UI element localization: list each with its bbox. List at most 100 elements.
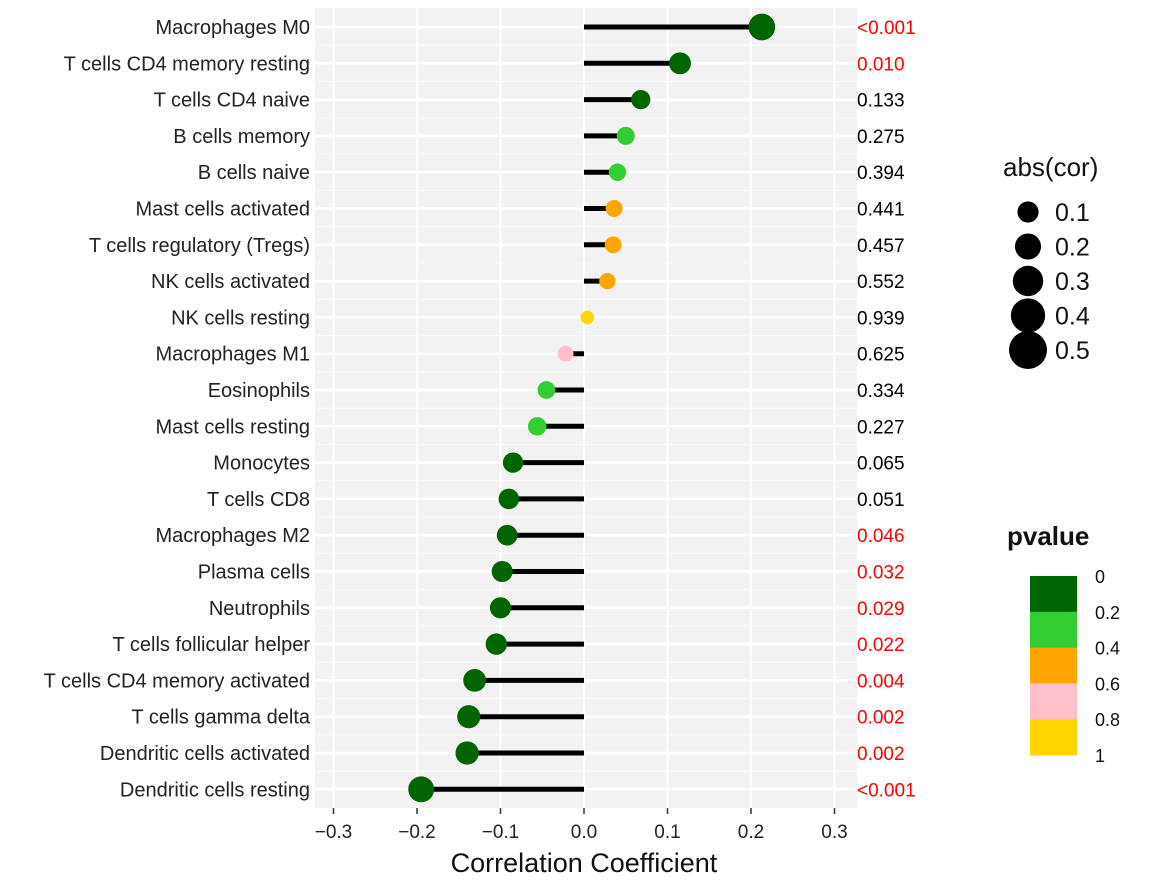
size-legend-title: abs(cor) — [1003, 152, 1098, 182]
dot-9 — [557, 345, 574, 362]
dot-6 — [604, 236, 622, 254]
color-legend-break-2: 0.4 — [1095, 639, 1120, 659]
dot-7 — [599, 272, 616, 290]
size-legend-label-4: 0.5 — [1055, 337, 1090, 365]
color-legend-swatch-1 — [1030, 611, 1077, 649]
pvalue-label-13: 0.051 — [857, 490, 905, 511]
row-label-7: NK cells activated — [151, 271, 310, 293]
pvalue-label-8: 0.939 — [857, 308, 905, 329]
lollipop-stems — [421, 24, 762, 792]
row-label-11: Mast cells resting — [156, 416, 311, 438]
pvalue-labels: <0.001 0.010 0.133 0.275 0.394 0.441 0.457 0.55… — [857, 18, 916, 801]
row-labels: Macrophages M0 T cells CD4 memory resting… — [44, 17, 311, 801]
color-legend-break-1: 0.2 — [1095, 603, 1120, 623]
pvalue-label-20: 0.002 — [857, 744, 905, 765]
lollipop-dots — [408, 13, 776, 803]
x-tick-label-2: −0.1 — [482, 822, 520, 843]
size-legend-dot-3 — [1010, 298, 1046, 333]
pvalue-label-17: 0.022 — [857, 635, 905, 656]
dot-2 — [631, 89, 651, 110]
color-legend-swatch-2 — [1030, 647, 1077, 684]
dot-17 — [485, 633, 508, 655]
color-legend-swatch-4 — [1030, 719, 1077, 756]
dot-21 — [408, 776, 435, 803]
pvalue-label-10: 0.334 — [857, 381, 905, 402]
row-label-13: T cells CD8 — [207, 489, 310, 511]
size-legend-dot-0 — [1017, 201, 1039, 223]
size-legend-label-2: 0.3 — [1055, 268, 1090, 296]
dot-13 — [498, 488, 520, 510]
color-legend-break-3: 0.6 — [1095, 674, 1120, 694]
pvalue-label-3: 0.275 — [857, 127, 905, 148]
row-label-19: T cells gamma delta — [131, 707, 310, 729]
dot-8 — [580, 310, 595, 325]
pvalue-label-7: 0.552 — [857, 272, 905, 293]
color-legend-swatch-3 — [1030, 683, 1077, 720]
pvalue-label-12: 0.065 — [857, 454, 905, 475]
pvalue-label-0: <0.001 — [857, 18, 916, 39]
dot-14 — [496, 524, 518, 546]
row-label-8: NK cells resting — [171, 307, 310, 329]
size-legend-label-0: 0.1 — [1055, 199, 1090, 227]
size-legend-label-1: 0.2 — [1055, 234, 1090, 262]
x-axis-title: Correlation Coefficient — [451, 848, 718, 878]
size-legend-dot-2 — [1012, 265, 1044, 297]
row-label-3: B cells memory — [173, 126, 310, 148]
row-label-1: T cells CD4 memory resting — [64, 53, 310, 75]
color-legend-break-5: 1 — [1095, 746, 1105, 766]
row-label-20: Dendritic cells activated — [100, 743, 310, 765]
row-label-6: T cells regulatory (Tregs) — [89, 235, 310, 257]
row-label-12: Monocytes — [213, 453, 310, 475]
dot-19 — [457, 705, 481, 729]
row-label-0: Macrophages M0 — [155, 17, 310, 39]
pvalue-label-1: 0.010 — [857, 54, 905, 75]
x-tick-label-0: −0.3 — [315, 822, 353, 843]
x-tick-label-5: 0.2 — [738, 822, 764, 843]
row-label-14: Macrophages M2 — [155, 525, 310, 547]
x-axis-ticks: −0.3 −0.2 −0.1 0.0 0.1 0.2 0.3 — [315, 808, 848, 843]
dot-18 — [463, 668, 487, 692]
size-legend-label-3: 0.4 — [1055, 303, 1090, 331]
size-legend-dot-1 — [1014, 233, 1042, 260]
row-label-9: Macrophages M1 — [155, 344, 310, 366]
dot-4 — [608, 163, 627, 181]
row-label-5: Mast cells activated — [135, 199, 310, 221]
size-legend: abs(cor) 0.1 0.2 0.3 0.4 0.5 — [1003, 152, 1098, 369]
dot-20 — [455, 741, 479, 765]
row-label-4: B cells naive — [198, 162, 310, 184]
row-label-10: Eosinophils — [208, 380, 310, 402]
color-legend-break-0: 0 — [1095, 567, 1105, 587]
pvalue-label-5: 0.441 — [857, 200, 905, 221]
color-legend-break-4: 0.8 — [1095, 710, 1120, 730]
row-label-15: Plasma cells — [198, 562, 310, 584]
dot-11 — [528, 417, 547, 436]
pvalue-label-11: 0.227 — [857, 417, 905, 438]
size-legend-dot-4 — [1009, 331, 1047, 369]
dot-5 — [605, 199, 623, 218]
pvalue-label-18: 0.004 — [857, 671, 905, 692]
dot-0 — [748, 13, 776, 41]
color-legend-title: pvalue — [1007, 521, 1089, 551]
x-tick-label-1: −0.2 — [398, 822, 436, 843]
row-label-17: T cells follicular helper — [113, 634, 311, 656]
pvalue-label-21: <0.001 — [857, 780, 916, 801]
color-legend-swatch-0 — [1030, 576, 1077, 613]
row-label-2: T cells CD4 naive — [154, 90, 310, 112]
dot-10 — [537, 381, 556, 399]
dot-3 — [616, 126, 635, 145]
pvalue-label-4: 0.394 — [857, 163, 905, 184]
x-tick-label-3: 0.0 — [571, 822, 597, 843]
row-label-21: Dendritic cells resting — [120, 779, 310, 801]
pvalue-label-9: 0.625 — [857, 345, 905, 366]
pvalue-label-16: 0.029 — [857, 599, 905, 620]
x-tick-label-4: 0.1 — [654, 822, 680, 843]
pvalue-label-19: 0.002 — [857, 708, 905, 729]
dot-16 — [489, 597, 512, 619]
pvalue-label-15: 0.032 — [857, 563, 905, 584]
dot-12 — [502, 452, 524, 473]
row-label-16: Neutrophils — [209, 598, 310, 620]
pvalue-label-2: 0.133 — [857, 91, 905, 112]
dot-15 — [491, 560, 513, 583]
pvalue-label-6: 0.457 — [857, 236, 905, 257]
